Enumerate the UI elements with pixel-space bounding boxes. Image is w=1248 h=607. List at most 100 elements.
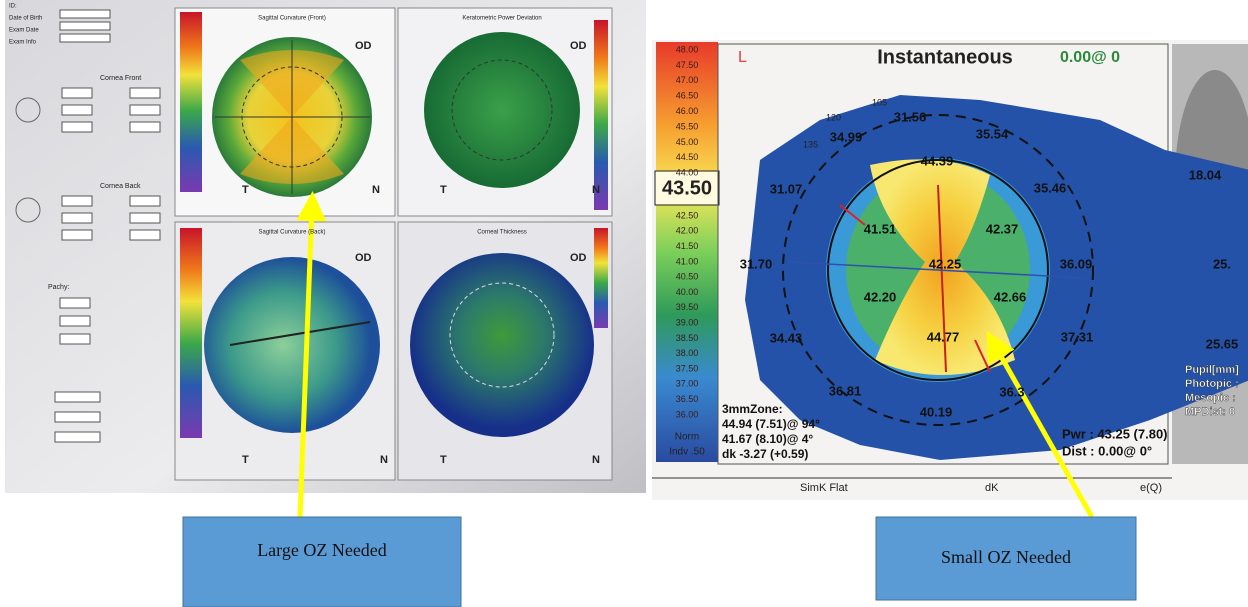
side-label: Mesopic : [1185, 392, 1236, 404]
scale-footer: Norm [675, 432, 699, 443]
scale-label: 42.50 [676, 210, 699, 220]
map-value: 42.25 [929, 256, 962, 271]
zone-info: dk -3.27 (+0.59) [722, 447, 808, 461]
map-value: 36.09 [1060, 256, 1093, 271]
eye-label: OD [570, 252, 587, 264]
map-value: 36.81 [829, 383, 862, 398]
scale-label: 38.50 [676, 333, 699, 343]
map-value: 34.43 [770, 330, 803, 345]
topography-map [424, 32, 580, 188]
table-header: dK [985, 482, 999, 494]
scale-label: 37.50 [676, 363, 699, 373]
temporal-label: T [242, 184, 249, 196]
map-value: 42.37 [986, 221, 1019, 236]
panel-title: Sagittal Curvature (Back) [258, 230, 325, 236]
color-scale [594, 228, 608, 328]
scale-label: 47.50 [676, 60, 699, 70]
scale-label: 44.50 [676, 152, 699, 162]
section-title: Cornea Front [100, 75, 141, 82]
scale-label: 38.00 [676, 348, 699, 358]
field-label: ID: [9, 4, 17, 10]
nasal-label: N [592, 454, 600, 466]
map-value: 31.56 [894, 109, 927, 124]
field-label: Pachy: [48, 284, 69, 291]
field-label: Exam Info [9, 40, 37, 46]
scale-label: 40.00 [676, 287, 699, 297]
map-title: Instantaneous [877, 46, 1013, 68]
scale-label: 47.00 [676, 75, 699, 85]
scale-label: 42.00 [676, 226, 699, 236]
angle-label: 120 [826, 112, 841, 122]
color-scale [180, 12, 202, 192]
temporal-label: T [440, 454, 447, 466]
map-value: 18.04 [1189, 167, 1222, 182]
selected-value: 43.50 [662, 177, 712, 199]
side-label: Photopic : [1185, 378, 1239, 390]
scale-label: 36.50 [676, 394, 699, 404]
zone-info: 41.67 (8.10)@ 4° [722, 432, 813, 446]
map-value: 42.20 [864, 289, 897, 304]
map-value: 42.66 [994, 289, 1027, 304]
scale-label: 41.00 [676, 256, 699, 266]
map-value: 31.07 [770, 181, 803, 196]
map-value: 25. [1213, 256, 1231, 271]
map-value: 44.39 [921, 153, 954, 168]
map-value: 35.46 [1034, 180, 1067, 195]
angle-label: 135 [803, 139, 818, 149]
scale-label: 46.00 [676, 106, 699, 116]
callout-box [183, 517, 461, 607]
field-label: Date of Birth [9, 16, 42, 22]
scale-label: 45.00 [676, 137, 699, 147]
eye-label: OD [355, 40, 372, 52]
map-value: 41.51 [864, 221, 897, 236]
reading: 0.00@ 0 [1060, 49, 1120, 66]
callout-label: Small OZ Needed [941, 547, 1071, 567]
zone-info: 44.94 (7.51)@ 94° [722, 417, 820, 431]
table-header: e(Q) [1140, 482, 1162, 494]
scale-label: 46.50 [676, 91, 699, 101]
topography-map [410, 253, 594, 437]
nasal-label: N [372, 184, 380, 196]
map-value: 35.54 [976, 126, 1009, 141]
callout-label: Large OZ Needed [257, 540, 387, 560]
figure: Large OZ Needed Small OZ Needed ID: Date … [0, 0, 1248, 607]
map-value: 34.99 [830, 129, 863, 144]
panel-title: Sagittal Curvature (Front) [258, 16, 326, 22]
nasal-label: N [380, 454, 388, 466]
eye-label: OD [355, 252, 372, 264]
scale-label: 44.00 [676, 168, 699, 178]
power-info: Dist : 0.00@ 0° [1062, 443, 1152, 458]
side-label: MPDist: 0 [1185, 406, 1235, 418]
scale-label: 37.00 [676, 379, 699, 389]
zone-info: 3mmZone: [722, 402, 783, 416]
field-label: Exam Date [9, 28, 39, 34]
scale-label: 40.50 [676, 272, 699, 282]
section-title: Cornea Back [100, 183, 141, 190]
map-value: 37.31 [1061, 329, 1094, 344]
temporal-label: T [440, 184, 447, 196]
panel-title: Corneal Thickness [477, 230, 527, 236]
map-value: 44.77 [927, 329, 960, 344]
table-header: SimK Flat [800, 482, 848, 494]
scale-label: 39.50 [676, 302, 699, 312]
map-value: 36.3 [999, 384, 1024, 399]
eye-label: OD [570, 40, 587, 52]
side-label: Pupil[mm] [1185, 364, 1239, 376]
map-value: 31.70 [740, 256, 773, 271]
temporal-label: T [242, 454, 249, 466]
scale-footer: Indv .50 [669, 447, 705, 458]
nasal-label: N [592, 184, 600, 196]
map-value: 40.19 [920, 404, 953, 419]
angle-label: 105 [872, 97, 887, 107]
panel-title: Keratometric Power Deviation [462, 16, 541, 22]
scale-label: 45.50 [676, 121, 699, 131]
power-info: Pwr : 43.25 (7.80) [1062, 426, 1168, 441]
eye-label: L [738, 49, 747, 66]
map-value: 25.65 [1206, 336, 1239, 351]
color-scale [180, 228, 202, 438]
scale-label: 39.00 [676, 317, 699, 327]
scale-label: 41.50 [676, 241, 699, 251]
scale-label: 48.00 [676, 44, 699, 54]
color-scale [594, 20, 608, 210]
scale-label: 36.00 [676, 409, 699, 419]
